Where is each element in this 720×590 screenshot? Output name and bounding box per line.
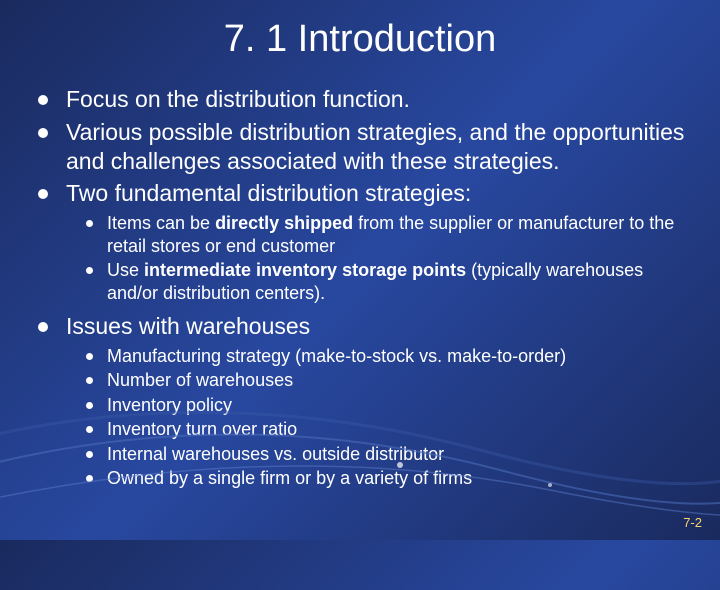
bullet-level1: Two fundamental distribution strategies: (38, 179, 690, 208)
bullet-level2: Inventory policy (86, 394, 690, 417)
bullet-dot-icon (86, 426, 93, 433)
bullet-dot-icon (86, 451, 93, 458)
bullet-level1: Focus on the distribution function. (38, 85, 690, 114)
slide-title: 7. 1 Introduction (0, 0, 720, 85)
bullet-dot-icon (38, 189, 48, 199)
bullet-level2: Number of warehouses (86, 369, 690, 392)
bullet-dot-icon (38, 322, 48, 332)
bullet-text: Issues with warehouses (66, 312, 310, 341)
bullet-dot-icon (86, 377, 93, 384)
bullet-dot-icon (86, 475, 93, 482)
bullet-text: Two fundamental distribution strategies: (66, 179, 471, 208)
bullet-dot-icon (38, 95, 48, 105)
slide-content: Focus on the distribution function. Vari… (0, 85, 720, 490)
bullet-level2: Items can be directly shipped from the s… (86, 212, 690, 257)
bullet-dot-icon (38, 128, 48, 138)
bullet-text: Focus on the distribution function. (66, 85, 410, 114)
bullet-text: Various possible distribution strategies… (66, 118, 690, 176)
bullet-level2: Owned by a single firm or by a variety o… (86, 467, 690, 490)
bullet-text: Number of warehouses (107, 369, 293, 392)
bullet-text: Owned by a single firm or by a variety o… (107, 467, 472, 490)
bullet-text: Inventory turn over ratio (107, 418, 297, 441)
bullet-text: Internal warehouses vs. outside distribu… (107, 443, 444, 466)
bullet-level1: Various possible distribution strategies… (38, 118, 690, 176)
bullet-level2: Manufacturing strategy (make-to-stock vs… (86, 345, 690, 368)
bullet-dot-icon (86, 353, 93, 360)
slide-number: 7-2 (683, 515, 702, 530)
bullet-level1: Issues with warehouses (38, 312, 690, 341)
bullet-dot-icon (86, 220, 93, 227)
bullet-text: Use intermediate inventory storage point… (107, 259, 690, 304)
bullet-text: Items can be directly shipped from the s… (107, 212, 690, 257)
bullet-level2: Inventory turn over ratio (86, 418, 690, 441)
bullet-dot-icon (86, 267, 93, 274)
bullet-text: Manufacturing strategy (make-to-stock vs… (107, 345, 566, 368)
bullet-text: Inventory policy (107, 394, 232, 417)
bullet-level2: Internal warehouses vs. outside distribu… (86, 443, 690, 466)
bullet-dot-icon (86, 402, 93, 409)
bullet-level2: Use intermediate inventory storage point… (86, 259, 690, 304)
